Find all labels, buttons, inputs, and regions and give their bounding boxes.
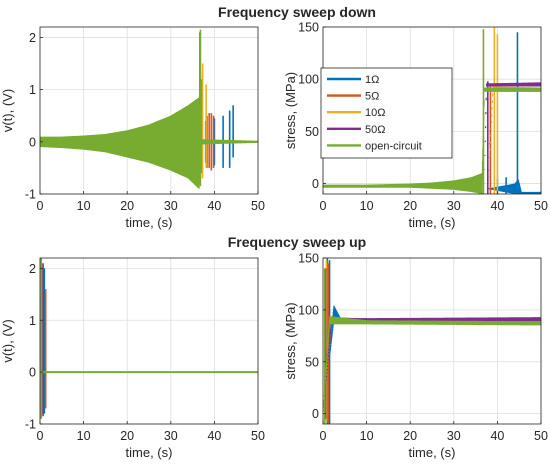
y-tick-label: 0 bbox=[312, 177, 319, 191]
x-axis-label: time, (s) bbox=[409, 215, 456, 230]
series-open-circuit bbox=[323, 29, 541, 194]
series-50Ω bbox=[323, 268, 541, 419]
series-envelope bbox=[323, 87, 541, 194]
x-tick-label: 0 bbox=[320, 199, 327, 213]
axes-frame bbox=[322, 257, 542, 425]
plot-area bbox=[323, 258, 541, 424]
series-group bbox=[40, 258, 258, 419]
legend: 1Ω 5Ω 10Ω 50Ω open-circuit bbox=[320, 67, 453, 159]
y-tick-label: 2 bbox=[29, 262, 36, 276]
x-tick-label: 30 bbox=[447, 199, 461, 213]
x-tick-label: 40 bbox=[490, 199, 504, 213]
x-tick-label: 0 bbox=[320, 429, 327, 443]
series-50Ω bbox=[42, 263, 44, 417]
series-5Ω bbox=[44, 289, 47, 409]
x-tick-label: 30 bbox=[164, 199, 178, 213]
series-1Ω bbox=[43, 268, 46, 414]
legend-label: 50Ω bbox=[365, 124, 385, 136]
series-open-circuit bbox=[323, 268, 541, 424]
series-envelope bbox=[323, 316, 541, 410]
series-envelope bbox=[484, 82, 541, 170]
legend-label: 5Ω bbox=[365, 91, 379, 103]
panel-bottom-right: 0 10 20 30 40 50 0 50 100 150 time, (s) stress, (MP… bbox=[283, 252, 548, 461]
x-axis-label: time, (s) bbox=[409, 445, 456, 460]
x-tick-label: 50 bbox=[251, 429, 265, 443]
series-group bbox=[323, 27, 541, 194]
y-tick-label: 100 bbox=[298, 303, 319, 317]
y-tick-label: 50 bbox=[305, 355, 319, 369]
y-axis-label: stress, (MPa) bbox=[283, 302, 298, 379]
x-tick-label: 40 bbox=[490, 429, 504, 443]
y-tick-label: 150 bbox=[298, 252, 319, 266]
y-tick-label: 2 bbox=[29, 31, 36, 45]
y-tick-label: -1 bbox=[25, 188, 36, 202]
x-tick-label: 0 bbox=[37, 199, 44, 213]
y-tick-label: 0 bbox=[29, 366, 36, 380]
x-tick-label: 20 bbox=[403, 429, 417, 443]
y-axis-label: stress, (MPa) bbox=[283, 72, 298, 149]
x-tick-label: 20 bbox=[120, 429, 134, 443]
axes-frame bbox=[39, 26, 259, 195]
series-10Ω bbox=[201, 63, 207, 179]
x-tick-label: 30 bbox=[447, 429, 461, 443]
x-tick-label: 0 bbox=[37, 429, 44, 443]
x-tick-label: 10 bbox=[360, 199, 374, 213]
y-tick-label: 0 bbox=[29, 135, 36, 149]
axes-frame bbox=[39, 257, 259, 425]
x-tick-label: 40 bbox=[207, 429, 221, 443]
x-tick-label: 50 bbox=[534, 429, 548, 443]
x-axis-label: time, (s) bbox=[126, 445, 173, 460]
plot-area bbox=[40, 258, 258, 424]
series-group bbox=[323, 258, 541, 424]
y-axis-label: v(t), (V) bbox=[0, 319, 15, 362]
plot-area bbox=[40, 27, 258, 194]
legend-label: 10Ω bbox=[365, 107, 385, 119]
panel-top-right: 0 10 20 30 40 50 0 50 100 150 time, (s) stress, (MP… bbox=[283, 21, 548, 231]
series-50Ω bbox=[484, 81, 541, 194]
y-tick-label: 50 bbox=[305, 125, 319, 139]
x-axis-label: time, (s) bbox=[126, 215, 173, 230]
series-open-circuit bbox=[40, 29, 258, 189]
x-tick-label: 20 bbox=[403, 199, 417, 213]
row-title-top: Frequency sweep down bbox=[218, 4, 376, 20]
y-tick-label: 1 bbox=[29, 83, 36, 97]
series-open-circuit bbox=[40, 258, 258, 419]
x-tick-label: 10 bbox=[77, 199, 91, 213]
y-tick-label: 150 bbox=[298, 21, 319, 35]
series-group bbox=[40, 29, 258, 189]
y-tick-label: 1 bbox=[29, 314, 36, 328]
x-tick-label: 30 bbox=[164, 429, 178, 443]
x-tick-label: 10 bbox=[77, 429, 91, 443]
series-10Ω bbox=[41, 265, 43, 414]
y-tick-label: 0 bbox=[312, 407, 319, 421]
legend-label: open-circuit bbox=[365, 140, 422, 152]
x-tick-label: 10 bbox=[360, 429, 374, 443]
y-tick-label: 100 bbox=[298, 73, 319, 87]
y-axis-label: v(t), (V) bbox=[0, 89, 15, 132]
x-tick-label: 40 bbox=[207, 199, 221, 213]
x-tick-label: 50 bbox=[534, 199, 548, 213]
x-tick-label: 50 bbox=[251, 199, 265, 213]
y-tick-label: -1 bbox=[25, 418, 36, 432]
row-title-bottom: Frequency sweep up bbox=[228, 234, 366, 250]
series-envelope bbox=[40, 97, 258, 189]
series-envelope bbox=[40, 371, 258, 374]
x-tick-label: 20 bbox=[120, 199, 134, 213]
legend-label: 1Ω bbox=[365, 74, 379, 86]
